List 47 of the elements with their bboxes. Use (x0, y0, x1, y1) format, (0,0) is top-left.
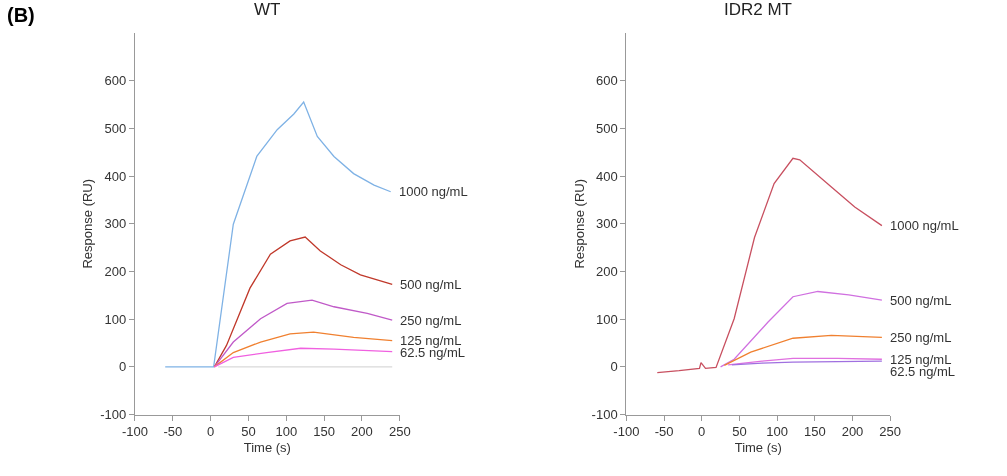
y-tick-label: 500 (104, 120, 127, 136)
x-tick-label: 100 (275, 424, 298, 440)
x-tick-label: 50 (241, 424, 256, 440)
series-label: 500 ng/mL (400, 277, 462, 292)
y-tick-label: 0 (119, 359, 127, 375)
text: (B) (7, 4, 35, 26)
x-tick-label: 50 (732, 424, 747, 440)
y-axis-title: Response (RU) (80, 178, 96, 269)
y-tick-label: 200 (595, 263, 618, 279)
series-label: 125 ng/mL (890, 352, 952, 367)
series-label: 125 ng/mL (400, 333, 462, 348)
x-tick-label: 250 (879, 424, 902, 440)
x-tick-label: -50 (654, 424, 674, 440)
y-tick-label: 100 (104, 311, 127, 327)
x-tick-label: 250 (388, 424, 411, 440)
x-tick-label: -100 (613, 424, 640, 440)
chart-title: IDR2 MT (724, 0, 792, 19)
x-tick-label: 200 (351, 424, 373, 440)
series-label: 1000 ng/mL (890, 218, 959, 233)
series-label: 500 ng/mL (890, 293, 952, 308)
y-axis-title: Response (RU) (571, 178, 587, 269)
x-tick-label: 200 (841, 424, 864, 440)
series-label: 250 ng/mL (400, 313, 462, 328)
y-tick-label: -100 (100, 407, 127, 423)
x-axis-title: Time (s) (243, 439, 291, 455)
x-tick-label: -100 (121, 424, 148, 440)
series-label: 1000 ng/mL (399, 184, 468, 199)
chart-title: WT (254, 0, 281, 19)
y-tick-label: 300 (104, 216, 127, 232)
y-tick-label: 500 (595, 120, 618, 136)
y-tick-label: 0 (610, 359, 618, 375)
x-tick-label: -50 (163, 424, 183, 440)
series-label: 250 ng/mL (890, 330, 952, 345)
y-tick-label: 400 (104, 168, 127, 184)
y-tick-label: 600 (595, 73, 618, 89)
x-tick-label: 0 (698, 424, 706, 440)
x-tick-label: 150 (803, 424, 826, 440)
x-tick-label: 100 (766, 424, 788, 440)
y-tick-label: 300 (595, 216, 618, 232)
y-tick-label: 600 (104, 73, 127, 89)
x-axis-title: Time (s) (734, 439, 782, 455)
y-tick-label: -100 (591, 407, 618, 423)
y-tick-label: 200 (104, 263, 127, 279)
y-tick-label: 100 (595, 311, 618, 327)
x-tick-label: 0 (206, 424, 215, 440)
y-tick-label: 400 (595, 168, 618, 184)
x-tick-label: 150 (313, 424, 335, 440)
